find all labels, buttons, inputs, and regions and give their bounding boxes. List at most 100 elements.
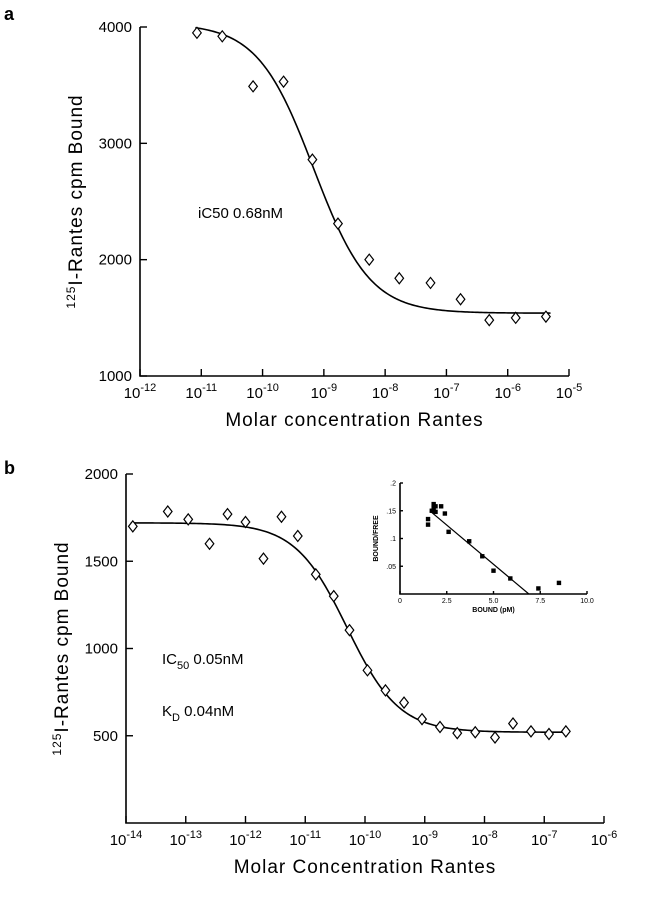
x-tick-label: 10-6 (494, 382, 520, 402)
fit-curve (195, 26, 551, 314)
data-point (222, 507, 233, 521)
inset-data-point (429, 508, 434, 513)
x-tick-label: 10-5 (556, 382, 582, 402)
data-point (307, 153, 318, 167)
data-point (278, 75, 289, 89)
x-tick-label: 10-7 (531, 829, 557, 849)
inset-data-point (425, 516, 431, 522)
y-tick-label: 1000 (85, 641, 118, 658)
data-point (489, 731, 501, 744)
x-tick-label: 10-8 (372, 382, 398, 402)
data-point (380, 683, 391, 697)
annotation: IC50 0.05nM (162, 651, 243, 672)
data-point (560, 724, 571, 738)
x-tick-label: 10-10 (246, 382, 279, 402)
inset-axes-frame (399, 483, 587, 595)
x-tick-label: 10-14 (110, 829, 143, 849)
inset-data-point (446, 529, 451, 535)
data-point (543, 727, 555, 741)
x-tick-label: 10-8 (471, 829, 497, 849)
y-tick-label: 3000 (99, 135, 132, 152)
data-point (484, 313, 495, 327)
inset-y-tick-label: .15 (386, 508, 396, 515)
panel-b: 10-14 10-13 10-12 10-11 10-10 10-9 10-8 10-7 10-… (50, 466, 617, 878)
annotation: KD 0.04nM (162, 703, 234, 724)
y-tick-label: 1500 (85, 553, 118, 570)
data-point (276, 510, 287, 524)
inset-data-point (480, 554, 485, 559)
x-tick-label: 10-9 (412, 829, 438, 849)
x-tick-label: 10-7 (433, 382, 459, 402)
data-point (217, 29, 228, 43)
inset-x-tick-label: 0 (398, 598, 402, 605)
data-point (525, 724, 537, 738)
inset-y-tick-label: .05 (386, 564, 396, 571)
inset-data-point (438, 504, 444, 509)
data-point (344, 623, 355, 637)
inset-data-point (491, 568, 496, 573)
data-point (425, 276, 436, 290)
data-point (470, 725, 481, 739)
data-point (398, 696, 410, 710)
data-point (328, 589, 339, 603)
data-point (204, 537, 215, 551)
y-axis-label: 125I-Rantes cpm Bound (64, 94, 87, 308)
x-tick-label: 10-6 (591, 829, 617, 849)
y-axis-label: 125I-Rantes cpm Bound (50, 541, 73, 755)
axes-frame (125, 474, 604, 824)
data-point (127, 519, 138, 533)
y-tick-label: 4000 (99, 19, 132, 36)
inset-y-tick-label: .1 (390, 536, 396, 543)
inset-data-point (433, 509, 438, 515)
data-point (362, 663, 373, 677)
inset-x-tick-label: 2.5 (442, 598, 452, 605)
x-tick-label: 10-9 (311, 382, 337, 402)
panel-a-letter: a (4, 4, 15, 24)
x-tick-label: 10-13 (169, 829, 202, 849)
data-point (434, 720, 446, 734)
data-point (364, 253, 375, 267)
inset-y-tick-label: .2 (390, 481, 396, 488)
data-point (332, 217, 344, 231)
inset-data-point (466, 539, 472, 544)
inset-data-point (425, 522, 431, 527)
y-tick-label: 500 (93, 728, 118, 745)
y-tick-label: 2000 (99, 252, 132, 269)
data-point (540, 310, 551, 324)
data-point (507, 717, 519, 731)
axes-frame (139, 27, 569, 377)
data-point (191, 26, 203, 40)
x-axis-label: Molar concentration Rantes (225, 410, 483, 431)
panel-b-letter: b (4, 458, 15, 478)
inset-data-point (536, 586, 541, 591)
x-tick-label: 10-12 (124, 382, 157, 402)
inset-x-tick-label: 5.0 (489, 598, 499, 605)
data-point (258, 552, 269, 566)
data-point (394, 271, 405, 285)
data-point (292, 529, 303, 543)
inset-fit-line (429, 510, 530, 595)
data-point (416, 712, 428, 726)
data-point (162, 505, 173, 518)
inset-y-axis-label: BOUND/FREE (373, 515, 380, 562)
inset-data-point (442, 511, 448, 516)
data-point (455, 292, 466, 306)
x-tick-label: 10-11 (185, 382, 217, 402)
y-tick-label: 1000 (99, 368, 132, 385)
inset-data-point (508, 576, 513, 581)
inset-data-point (433, 504, 438, 509)
data-point (183, 512, 194, 526)
data-point (452, 726, 463, 740)
x-tick-label: 10-10 (349, 829, 382, 849)
inset-x-tick-label: 10.0 (580, 598, 594, 605)
inset-data-point (556, 580, 562, 586)
inset-data-point (431, 501, 436, 507)
annotation: iC50 0.68nM (198, 205, 283, 222)
y-tick-label: 2000 (85, 466, 118, 483)
x-tick-label: 10-12 (229, 829, 262, 849)
panel-b-inset: 0 2.5 5.0 7.5 10.0 .05 .1 .15 .2 BOUND (pM) BOUND/… (373, 481, 594, 615)
inset-x-tick-label: 7.5 (535, 598, 545, 605)
x-axis-label: Molar Concentration Rantes (234, 857, 497, 878)
data-point (310, 567, 321, 581)
